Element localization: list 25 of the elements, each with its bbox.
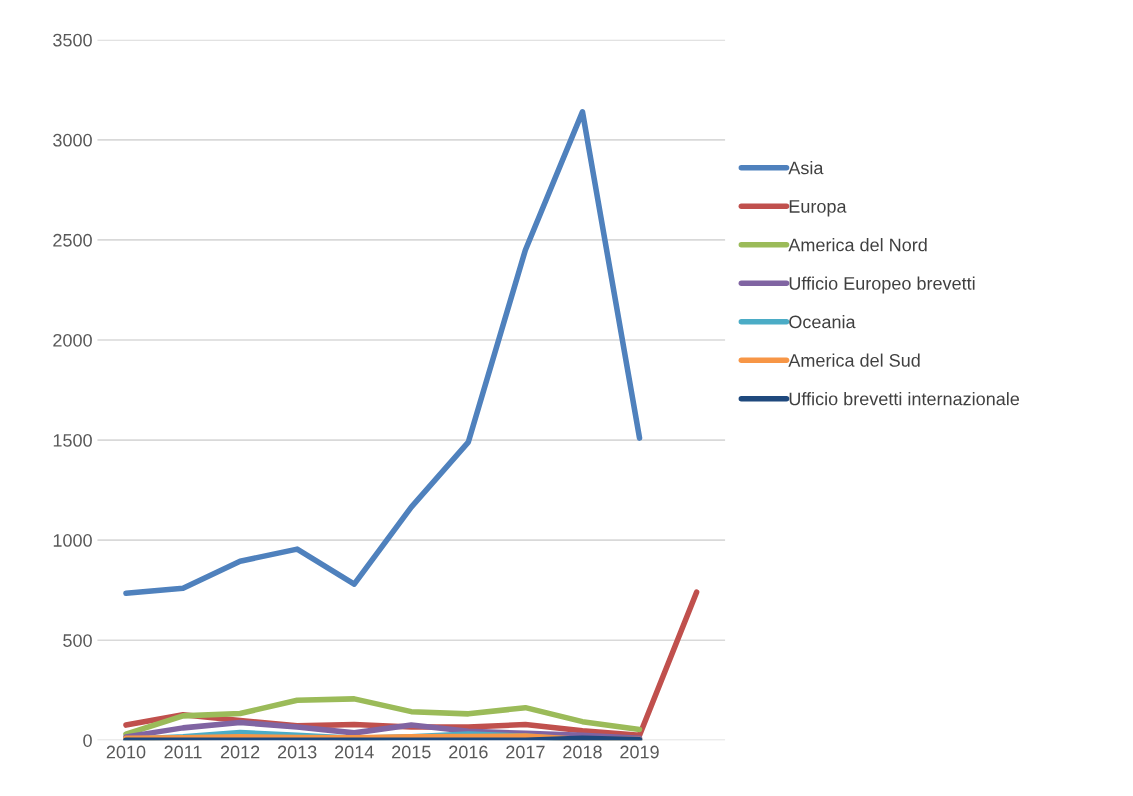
legend-label: Europa	[789, 200, 847, 217]
y-tick-label: 2000	[53, 333, 92, 347]
y-tick-label: 2500	[53, 233, 92, 247]
x-tick-label: 2010	[106, 745, 146, 759]
y-tick-label: 1500	[53, 434, 92, 447]
x-tick-label: 2018	[563, 745, 602, 759]
legend-label: Ufficio Europeo brevetti	[789, 276, 975, 294]
legend-label: Asia	[788, 161, 824, 175]
y-tick-label: 3500	[53, 33, 92, 47]
legend-label: Oceania	[789, 315, 856, 329]
x-tick-label: 2014	[335, 745, 374, 759]
y-tick-label: 1000	[53, 534, 92, 547]
legend-label: America del Nord	[788, 238, 927, 252]
x-tick-label: 2012	[220, 745, 260, 759]
x-tick-label: 2016	[449, 745, 488, 759]
x-tick-label: 2015	[392, 745, 431, 759]
y-tick-label: 3000	[53, 133, 92, 147]
x-tick-label: 2013	[277, 745, 317, 759]
x-tick-label: 2017	[506, 745, 545, 759]
x-tick-label: 2011	[164, 745, 202, 759]
x-tick-label: 2019	[620, 745, 659, 759]
y-tick-label: 0	[83, 734, 92, 747]
legend-label: Ufficio brevetti internazionale	[789, 392, 1020, 406]
y-tick-label: 500	[63, 634, 92, 647]
legend-label: America del Sud	[788, 353, 920, 367]
